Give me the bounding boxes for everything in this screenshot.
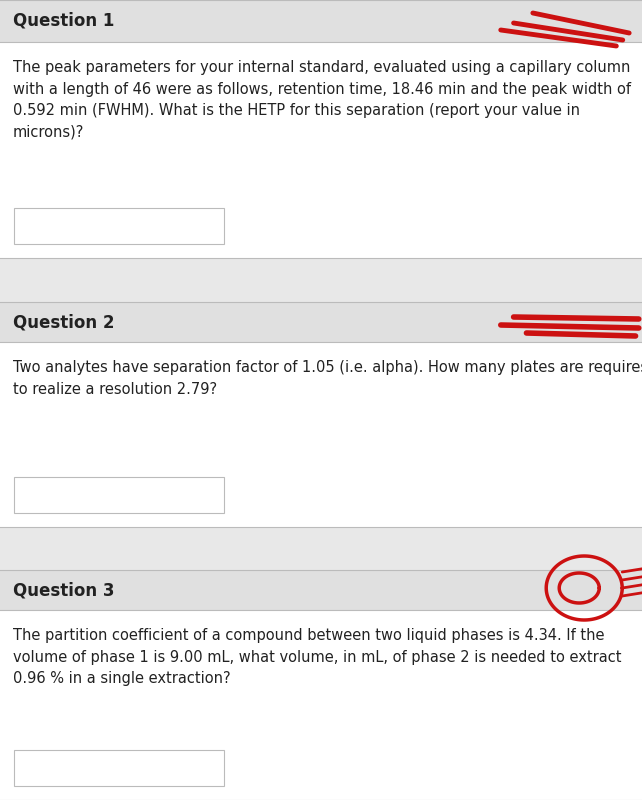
Bar [14,208,224,244]
Bar [0,302,642,527]
Bar [0,570,642,610]
Bar [0,0,642,258]
Bar [0,302,642,342]
Bar [14,750,224,786]
Bar [0,0,642,42]
Text: Question 1: Question 1 [13,12,114,30]
Text: Question 3: Question 3 [13,581,114,599]
Bar [0,570,642,800]
Text: Two analytes have separation factor of 1.05 (i.e. alpha). How many plates are re: Two analytes have separation factor of 1… [13,360,642,397]
Bar [14,477,224,513]
Text: The peak parameters for your internal standard, evaluated using a capillary colu: The peak parameters for your internal st… [13,60,631,140]
Text: The partition coefficient of a compound between two liquid phases is 4.34. If th: The partition coefficient of a compound … [13,628,621,686]
Text: Question 2: Question 2 [13,313,114,331]
